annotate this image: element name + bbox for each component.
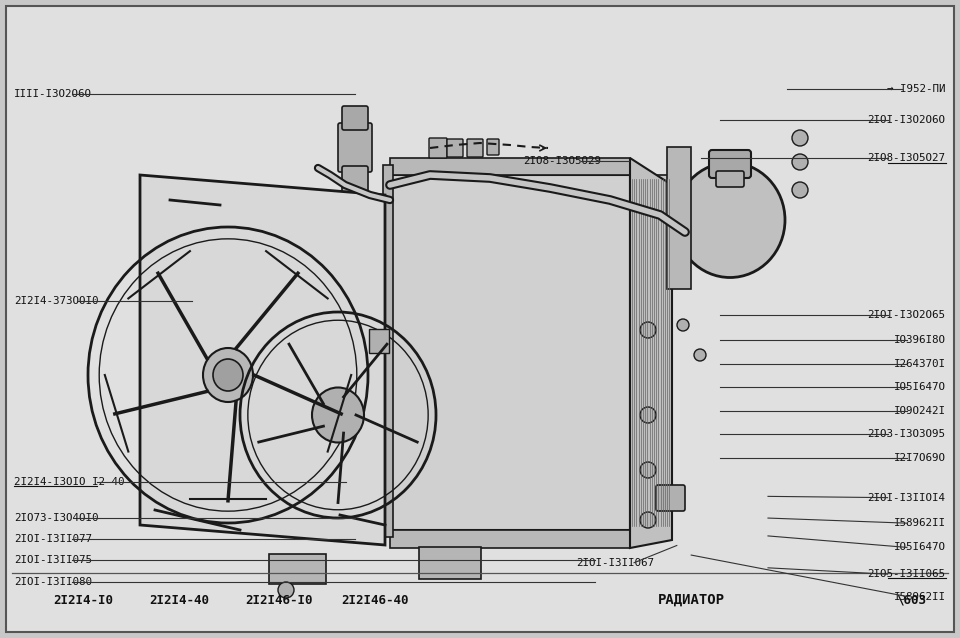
Text: 2I2I4-373OOI0: 2I2I4-373OOI0 (14, 296, 99, 306)
Circle shape (640, 462, 656, 478)
Text: 2IO5-I3II065: 2IO5-I3II065 (868, 569, 946, 579)
Text: 2IOI-I3II075: 2IOI-I3II075 (14, 555, 92, 565)
FancyBboxPatch shape (342, 106, 368, 130)
Text: I264370I: I264370I (894, 359, 946, 369)
Circle shape (677, 319, 689, 331)
Ellipse shape (327, 403, 349, 427)
FancyBboxPatch shape (324, 249, 340, 269)
FancyBboxPatch shape (709, 150, 751, 178)
Text: 2I2I4-40: 2I2I4-40 (149, 593, 209, 607)
Circle shape (305, 200, 325, 220)
Circle shape (792, 130, 808, 146)
Text: 2IO3-I3O3O95: 2IO3-I3O3O95 (868, 429, 946, 440)
Text: I58962II: I58962II (894, 591, 946, 602)
FancyBboxPatch shape (467, 139, 483, 157)
Text: 2I2I4-I0: 2I2I4-I0 (53, 593, 113, 607)
Text: IO5I647O: IO5I647O (894, 542, 946, 553)
FancyBboxPatch shape (716, 171, 744, 187)
Polygon shape (140, 175, 385, 545)
Ellipse shape (675, 163, 785, 278)
FancyBboxPatch shape (338, 123, 372, 172)
Text: → I952-ПИ: → I952-ПИ (887, 84, 946, 94)
FancyBboxPatch shape (667, 147, 691, 289)
Text: 2IOI-I3II080: 2IOI-I3II080 (14, 577, 92, 587)
Text: 2IOI-I3O2O6O: 2IOI-I3O2O6O (868, 115, 946, 125)
Text: 2IO73-I3O4OI0: 2IO73-I3O4OI0 (14, 513, 99, 523)
Text: 2IOI-I3O2O65: 2IOI-I3O2O65 (868, 309, 946, 320)
FancyBboxPatch shape (342, 166, 368, 195)
FancyBboxPatch shape (656, 485, 685, 511)
FancyBboxPatch shape (269, 554, 326, 584)
FancyBboxPatch shape (487, 139, 499, 155)
Circle shape (640, 407, 656, 423)
Text: 2I2I4-I3OIO I2-40: 2I2I4-I3OIO I2-40 (14, 477, 125, 487)
Text: 2I2I46-40: 2I2I46-40 (341, 593, 408, 607)
Bar (630, 175, 672, 530)
Text: 2IOI-I3II067: 2IOI-I3II067 (576, 558, 654, 568)
Ellipse shape (312, 387, 364, 443)
Text: IO396I8O: IO396I8O (894, 335, 946, 345)
FancyBboxPatch shape (429, 138, 447, 158)
Circle shape (640, 322, 656, 338)
Text: IO5I647O: IO5I647O (894, 382, 946, 392)
Text: 2I2I46-I0: 2I2I46-I0 (245, 593, 312, 607)
Polygon shape (390, 530, 630, 548)
Polygon shape (390, 175, 630, 530)
FancyBboxPatch shape (419, 547, 481, 579)
Polygon shape (390, 158, 630, 175)
Circle shape (278, 582, 294, 598)
Text: \603: \603 (897, 593, 926, 607)
Ellipse shape (213, 359, 243, 391)
Text: I58962II: I58962II (894, 518, 946, 528)
Bar (383, 165, 393, 537)
Text: 2IO8-I3O5O27: 2IO8-I3O5O27 (868, 153, 946, 163)
Ellipse shape (203, 348, 253, 402)
Text: I2I7O69O: I2I7O69O (894, 453, 946, 463)
Circle shape (792, 154, 808, 170)
Circle shape (694, 349, 706, 361)
Polygon shape (630, 158, 672, 548)
Circle shape (640, 512, 656, 528)
Text: 2IOI-I3IIOI4: 2IOI-I3IIOI4 (868, 493, 946, 503)
Text: РАДИАТОР: РАДИАТОР (658, 593, 725, 607)
FancyBboxPatch shape (447, 139, 463, 157)
Text: IO9O242I: IO9O242I (894, 406, 946, 416)
Text: 2IO8-I3O5O29: 2IO8-I3O5O29 (523, 156, 601, 167)
Text: 2IOI-I3II077: 2IOI-I3II077 (14, 534, 92, 544)
Ellipse shape (320, 396, 356, 434)
Circle shape (792, 182, 808, 198)
FancyBboxPatch shape (369, 329, 389, 353)
Text: IIII-I3O2O6O: IIII-I3O2O6O (14, 89, 92, 100)
